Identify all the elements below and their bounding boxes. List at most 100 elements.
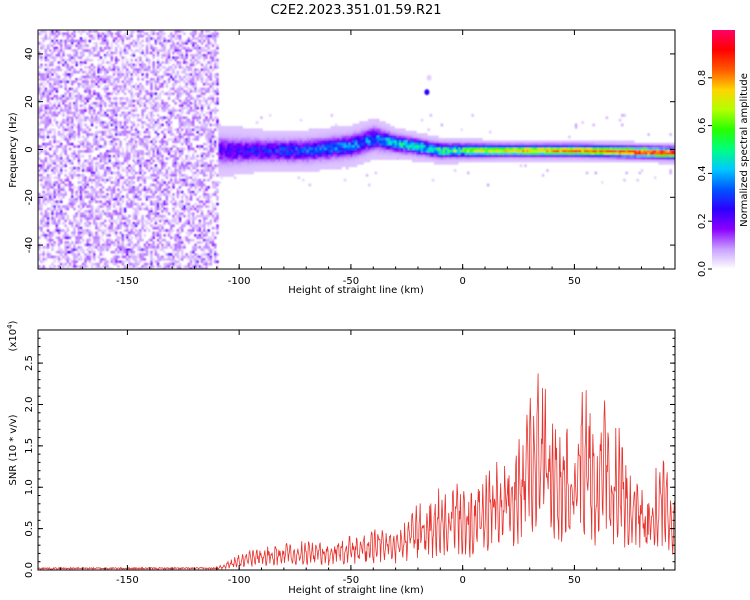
spectrogram-cell [196, 116, 199, 120]
spectrogram-cell [53, 116, 56, 120]
spectrogram-cell [112, 114, 116, 117]
spectrogram-cell [104, 260, 107, 264]
spectrogram-cell [132, 193, 136, 196]
spectrogram-cell [62, 214, 65, 218]
spectrogram-cell [161, 147, 164, 151]
spectrogram-cell [205, 37, 208, 40]
spectrogram-cell [178, 99, 182, 103]
spectrogram-cell [97, 174, 100, 177]
spectrogram-cell [130, 255, 133, 259]
spectrogram-cell [79, 219, 83, 223]
spectrogram-cell [93, 109, 96, 112]
spectrogram-cell [51, 63, 54, 67]
spectrogram-cell [240, 150, 243, 153]
spectrogram-cell [154, 104, 158, 108]
spectrogram-cell [251, 128, 254, 132]
spectrogram-cell [130, 202, 133, 206]
spectrogram-cell [53, 106, 56, 110]
spectrogram-cell [174, 97, 177, 100]
spectrogram-cell [211, 54, 215, 57]
spectrogram-cell [101, 78, 105, 81]
spectrogram-cell [189, 58, 193, 62]
spectrogram-cell [150, 190, 153, 194]
spectrogram-cell [71, 169, 74, 172]
spectrogram-cell [115, 66, 118, 69]
spectrogram-cell [134, 73, 138, 76]
spectrogram-cell [185, 157, 188, 160]
spectrogram-cell [240, 145, 243, 148]
spectrogram-cell [139, 85, 142, 88]
spectrogram-cell [57, 212, 61, 216]
spectrogram-cell [101, 39, 105, 43]
spectrogram-cell [214, 73, 217, 76]
spectrogram-cell [75, 90, 78, 93]
spectrogram-cell [68, 73, 72, 76]
spectrogram-cell [139, 157, 142, 160]
spectrogram-cell [207, 200, 210, 204]
spectrogram-cell [128, 130, 131, 134]
spectrogram-cell [205, 262, 208, 266]
spectrogram-cell [119, 164, 122, 168]
spectrogram-cell [75, 154, 78, 158]
spectrogram-cell [137, 49, 140, 52]
spectrogram-cell [38, 169, 41, 172]
spectrogram-cell [46, 250, 50, 254]
spectrogram-cell [57, 75, 61, 79]
spectrogram-cell [141, 176, 144, 180]
spectrogram-cell [108, 188, 111, 192]
spectrogram-cell [110, 54, 114, 57]
spectrogram-cell [77, 94, 81, 98]
spectrogram-cell [117, 255, 120, 259]
spectrogram-cell [156, 176, 160, 180]
spectrogram-cell [152, 104, 155, 108]
spectrogram-cell [130, 90, 133, 93]
spectrogram-cell [253, 166, 257, 170]
spectrogram-cell [104, 243, 107, 247]
spectrogram-cell [266, 169, 270, 172]
spectrogram-cell [251, 164, 254, 168]
spectrogram-cell [198, 246, 202, 249]
spectrogram-cell [170, 46, 173, 50]
spectrogram-cell [73, 152, 76, 156]
spectrogram-cell [88, 109, 92, 112]
spectrogram-cell [139, 30, 142, 33]
spectrogram-cell [119, 49, 122, 52]
spectrogram-cell [53, 78, 56, 81]
spectrogram-cell [240, 142, 243, 146]
spectrogram-cell [40, 166, 43, 170]
spectrogram-cell [104, 80, 107, 84]
spectrogram-cell [141, 265, 144, 268]
spectrogram-cell [176, 46, 180, 50]
spectrogram-cell [55, 106, 59, 110]
spectrogram-cell [46, 212, 50, 216]
spectrogram-cell [262, 166, 265, 170]
spectrogram-cell [38, 56, 41, 60]
spectrogram-cell [132, 169, 136, 172]
spectrogram-cell [132, 176, 136, 180]
spectrogram-cell [60, 58, 63, 62]
spectrogram-cell [44, 214, 48, 218]
spectrogram-cell [126, 121, 129, 124]
spectrogram-cell [62, 128, 65, 132]
spectrogram-cell [167, 68, 171, 72]
spectrogram-cell [44, 63, 48, 67]
spectrogram-cell [117, 166, 120, 170]
spectrogram-cell [82, 118, 85, 122]
spectrogram-cell [95, 49, 98, 52]
spectrogram-cell [112, 202, 116, 206]
spectrogram-cell [156, 202, 160, 206]
spectrogram-cell [187, 73, 191, 76]
spectrogram-cell [128, 46, 131, 50]
spectrogram-cell [82, 205, 85, 208]
spectrogram-cell [139, 159, 142, 163]
spectrogram-cell [262, 159, 265, 163]
spectrogram-cell [236, 150, 239, 153]
spectrogram-cell [126, 166, 129, 170]
spectrogram-cell [77, 162, 81, 165]
spectrogram-cell [77, 222, 81, 225]
spectrogram-cell [159, 214, 162, 218]
spectrogram-cell [95, 224, 98, 228]
spectrogram-cell [73, 114, 76, 117]
spectrogram-cell [108, 241, 111, 244]
spectrogram-cell [167, 39, 171, 43]
